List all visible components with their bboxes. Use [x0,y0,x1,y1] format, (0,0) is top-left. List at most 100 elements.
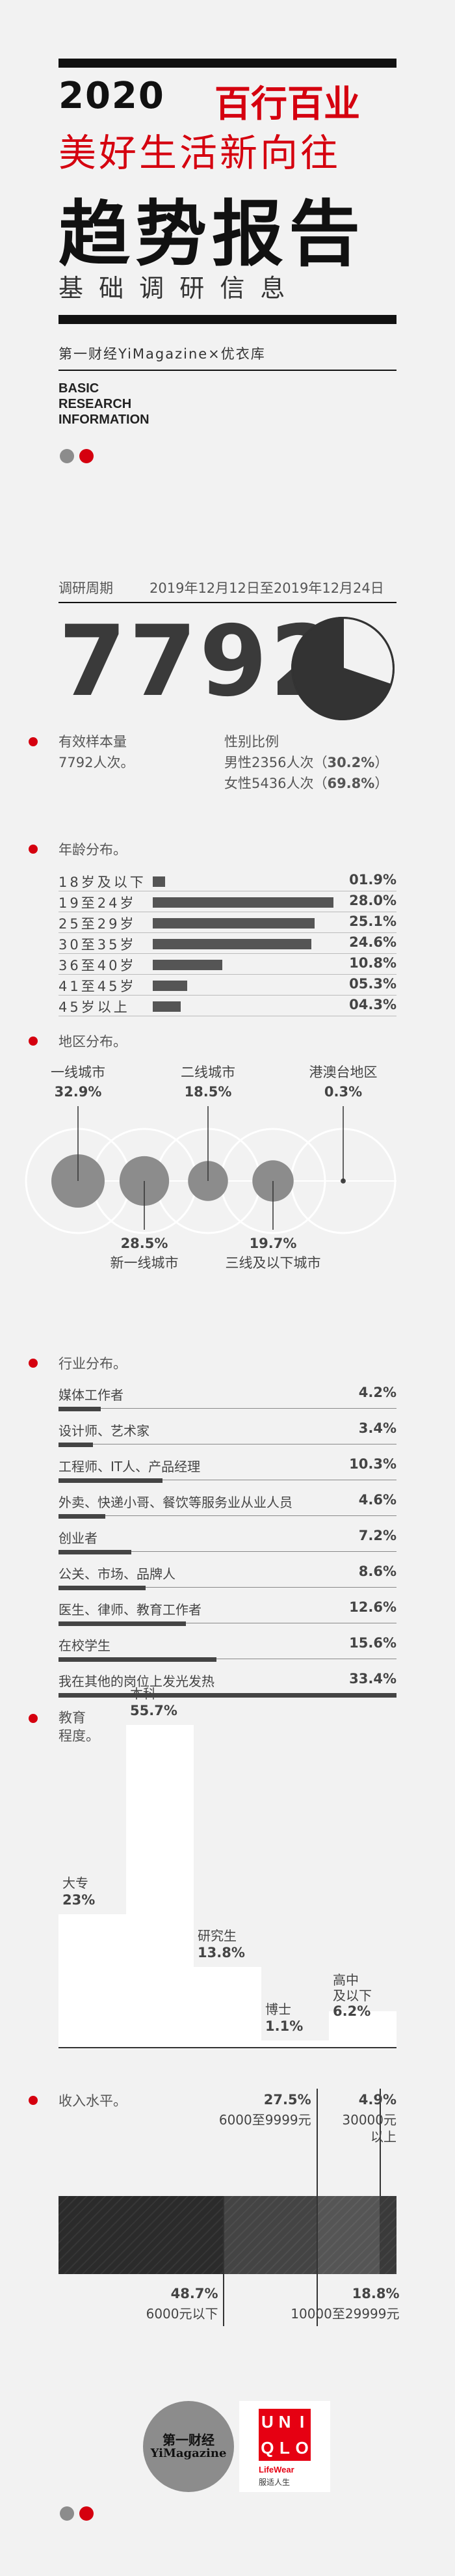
gender-label: 性别比例 [224,734,279,750]
age-category-label: 25至29岁 [58,916,136,932]
region-category-label: 三线及以下城市 [226,1255,321,1271]
footer-dot-grey [60,2506,74,2521]
industry-bar [58,1586,146,1590]
footer-dot-red [79,2506,94,2521]
pie-outline [291,617,395,720]
education-bar [126,1725,194,2047]
income-value-label: 4.9% [358,2092,396,2108]
period-rule [58,602,396,603]
income-dot [29,2096,38,2105]
female-text: 女性5436人次（ [224,776,328,791]
income-value-label: 48.7% [170,2286,218,2301]
uniqlo-letter-2: N [278,2412,291,2432]
region-category-label: 二线城市 [181,1064,235,1080]
decor-dot-grey [60,449,74,463]
education-value-label: 1.1% [265,2018,304,2035]
education-section-title: 教育 程度。 [58,1710,99,1744]
industry-value-label: 4.6% [358,1492,396,1508]
age-bar [153,918,315,929]
report-brand-title: 百行百业 [214,83,360,126]
uniqlo-logo: U N I Q L O LifeWear 服适人生 [239,2401,330,2492]
age-category-label: 19至24岁 [58,895,136,911]
age-bar-chart: 18岁及以下 01.9% 19至24岁 28.0% 25至29岁 25.1% 30至35岁 2… [0,872,455,1028]
income-divider [223,2196,225,2326]
english-label: BASIC RESEARCH INFORMATION [58,381,150,427]
age-bar [153,981,187,991]
income-category-label: 10000至29999元 [291,2306,400,2322]
age-bar [153,1001,181,1012]
education-bar [58,1914,126,2047]
industry-bar [58,1693,396,1698]
industry-row-line [58,1587,396,1588]
age-row-divider [58,953,396,954]
age-category-label: 36至40岁 [58,958,136,973]
education-bar [261,2040,329,2047]
report-byline: 第一财经YiMagazine×优衣库 [58,346,266,362]
male-pct: 30.2% [327,755,375,770]
industry-section-title: 行业分布。 [58,1356,127,1372]
gender-pie-chart [291,616,395,720]
industry-value-label: 4.2% [358,1385,396,1400]
industry-value-label: 10.3% [349,1456,396,1472]
age-category-label: 18岁及以下 [58,874,146,890]
region-value-label: 19.7% [250,1236,297,1251]
sample-big-number: 7792 [58,605,341,718]
industry-category-label: 设计师、艺术家 [58,1423,150,1439]
industry-category-label: 工程师、IT人、产品经理 [58,1459,201,1474]
industry-category-label: 创业者 [58,1530,98,1546]
education-value-label: 6.2% [333,2003,371,2019]
education-bar [194,1967,261,2047]
industry-bar [58,1478,163,1483]
male-text: 男性2356人次（ [224,755,328,770]
education-bar [329,2011,396,2047]
sample-dot [29,737,38,746]
age-value-label: 10.8% [349,955,396,971]
education-category-label: 大专 [62,1875,88,1891]
education-value-label: 55.7% [130,1703,177,1718]
english-line-2: RESEARCH [58,397,132,411]
age-dot [29,845,38,854]
age-row-divider [58,995,396,996]
industry-value-label: 12.6% [349,1599,396,1615]
industry-bar [58,1657,216,1662]
industry-bar [58,1407,101,1411]
education-category-label: 高中 及以下 [333,1972,372,2003]
sample-label: 有效样本量 [58,734,127,750]
age-category-label: 30至35岁 [58,937,136,953]
header-top-rule [58,59,396,68]
yimagazine-logo-line1: 第一财经 [162,2432,214,2448]
income-value-label: 18.8% [352,2286,400,2301]
income-divider [380,2089,382,2196]
industry-category-label: 我在其他的岗位上发光发热 [58,1674,214,1689]
uniqlo-letter-6: O [295,2438,309,2458]
age-row-divider [58,974,396,975]
industry-dot [29,1359,38,1368]
uniqlo-logo-line2: 服适人生 [259,2478,291,2487]
period-label: 调研周期 [58,580,113,596]
report-main-title: 趋势报告 [58,193,365,276]
region-section-title: 地区分布。 [58,1034,127,1050]
industry-category-label: 外卖、快递小哥、餐饮等服务业从业人员 [58,1495,292,1510]
education-value-label: 23% [62,1891,96,1908]
uniqlo-letter-5: L [280,2438,290,2458]
yimagazine-logo-line2: YiMagazine [150,2447,227,2460]
region-category-label: 新一线城市 [110,1255,179,1271]
income-category-label: 30000元 [342,2112,396,2128]
region-value-label: 18.5% [185,1084,232,1100]
age-value-label: 24.6% [349,934,396,950]
income-divider [316,2089,318,2326]
female-close: ） [374,776,389,791]
female-pct: 69.8% [327,776,375,791]
industry-row-line [58,1408,396,1409]
education-dot [29,1714,38,1723]
industry-bar [58,1443,93,1447]
industry-row-line [58,1515,396,1516]
industry-category-label: 媒体工作者 [58,1387,124,1403]
sample-value: 7792人次。 [58,755,135,770]
english-line-1: BASIC [58,381,99,396]
education-category-label: 研究生 [198,1928,237,1944]
industry-category-label: 在校学生 [58,1638,110,1653]
age-bar [153,876,165,887]
income-segment [223,2196,317,2274]
report-year: 2020 [58,75,165,117]
